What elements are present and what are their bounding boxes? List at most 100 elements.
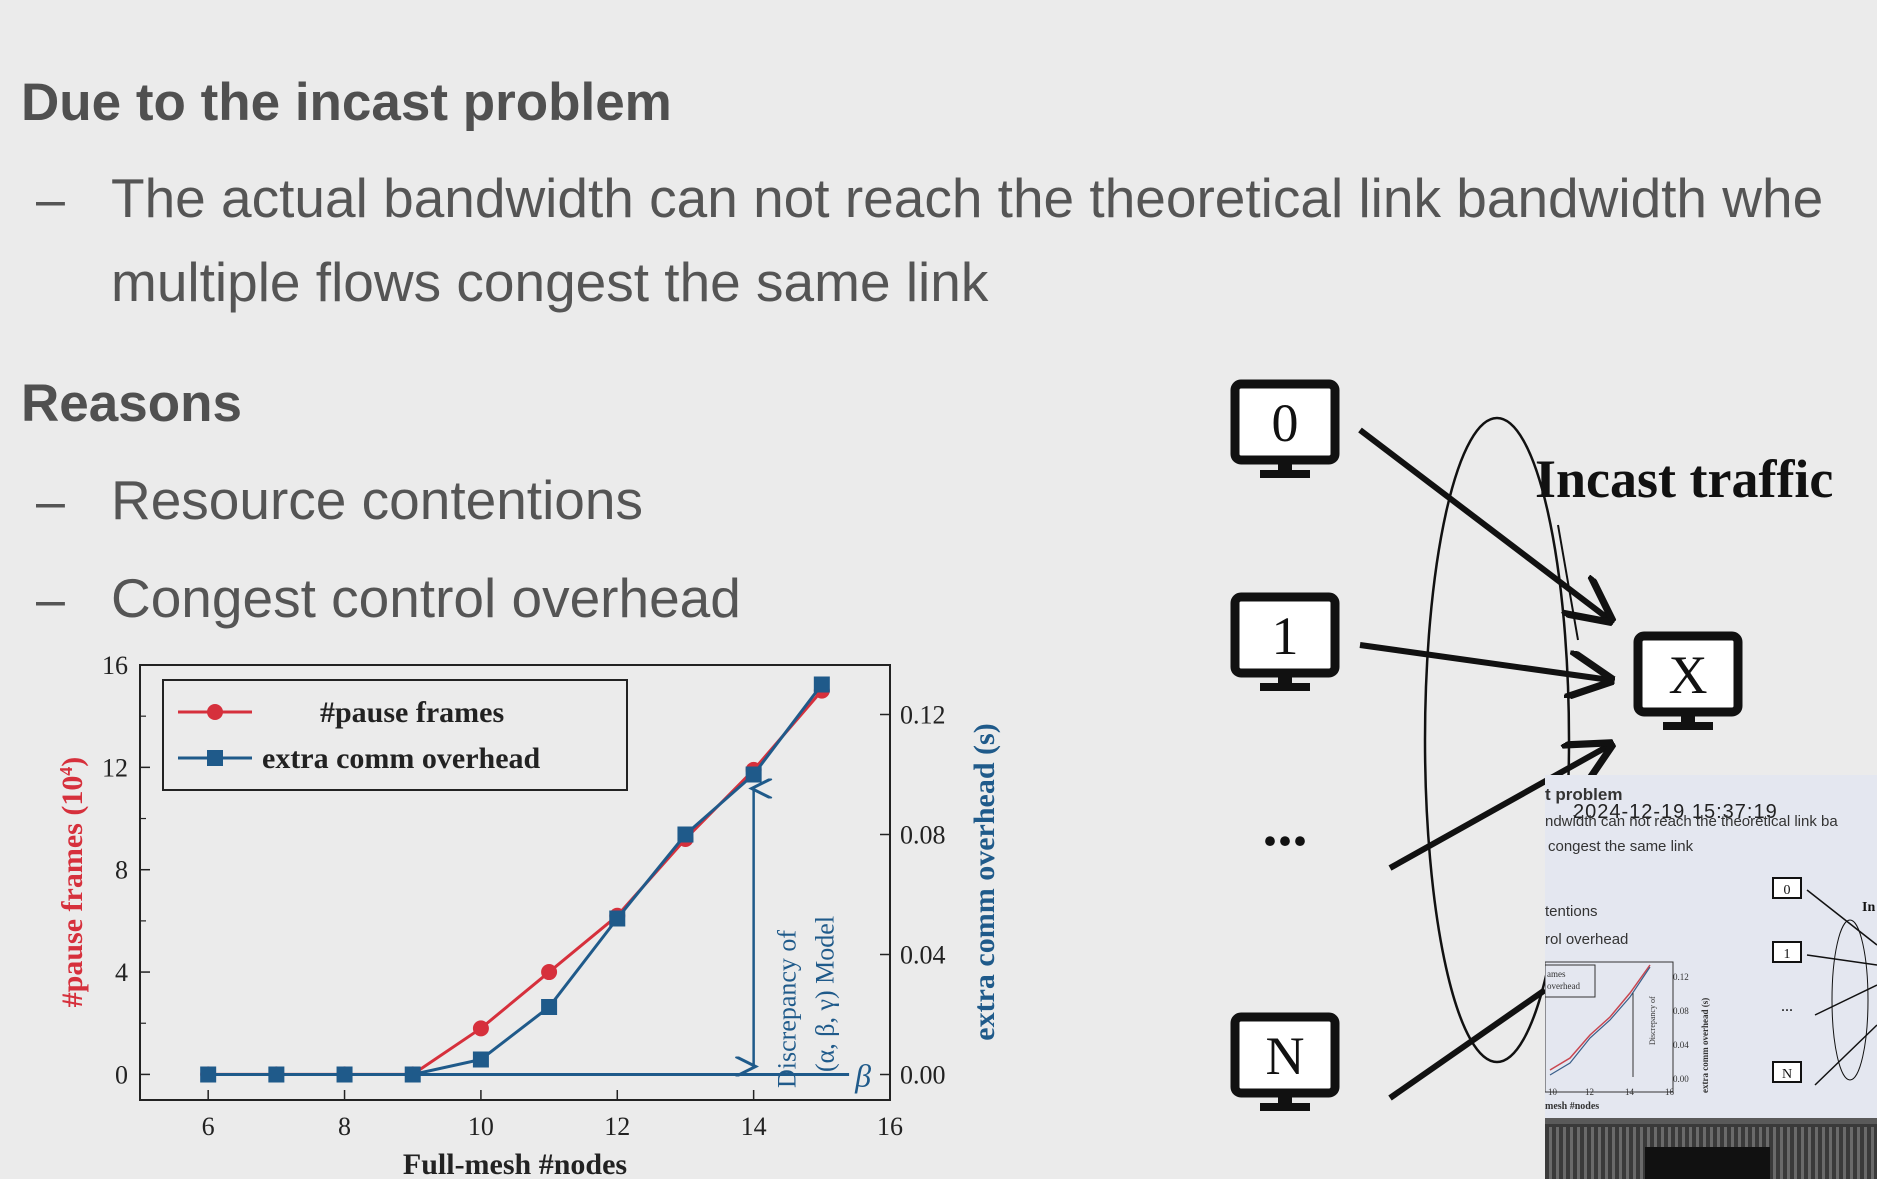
- stripe-decor: [1787, 1127, 1790, 1179]
- pause-frames-point: [541, 964, 558, 981]
- stripe-decor: [1549, 1127, 1552, 1179]
- stripe-decor: [1836, 1127, 1839, 1179]
- stripe-decor: [1794, 1127, 1797, 1179]
- bullet-resource-contentions: Resource contentions: [111, 469, 643, 531]
- monitor-n-icon: N: [1230, 1012, 1340, 1111]
- thumb-timestamp: 2024-12-19 15:37:19: [1573, 801, 1778, 823]
- stripe-decor: [1556, 1127, 1559, 1179]
- y-right-tick-label: 0.04: [900, 941, 946, 970]
- x-tick-label: 16: [877, 1112, 903, 1141]
- stripe-decor: [1815, 1127, 1818, 1179]
- beta-label: β: [854, 1058, 871, 1094]
- x-tick-label: 10: [468, 1112, 494, 1141]
- thumb-node-n: N: [1782, 1067, 1792, 1082]
- thumb-tick-x3: 16: [1665, 1087, 1675, 1097]
- thumb-legend1: ames: [1547, 969, 1566, 979]
- arrow-n: [1388, 987, 1547, 1101]
- stripe-decor: [1563, 1127, 1566, 1179]
- heading-reasons: Reasons: [21, 374, 242, 433]
- stripe-decor: [1850, 1127, 1853, 1179]
- thumb-ylabel: extra comm overhead (s): [1700, 998, 1710, 1093]
- stripe-decor: [1619, 1127, 1622, 1179]
- thumb-tick-x2: 14: [1625, 1087, 1635, 1097]
- thumb-tick-y0: 0.12: [1673, 972, 1689, 982]
- y-left-axis-label: #pause frames (104): [56, 757, 89, 1008]
- monitor-0-icon: 0: [1230, 379, 1340, 478]
- arrow-1: [1359, 642, 1610, 680]
- thumb-legend2: overhead: [1547, 981, 1580, 991]
- stripe-decor: [1612, 1127, 1615, 1179]
- stripe-decor: [1829, 1127, 1832, 1179]
- overhead-point: [336, 1066, 353, 1083]
- thumb-line4: rol overhead: [1545, 931, 1629, 948]
- thumb-tick-x1: 12: [1585, 1087, 1594, 1097]
- thumb-label: In: [1862, 900, 1875, 915]
- arrow-ellipsis: [1388, 745, 1610, 871]
- y-right-tick-label: 0.12: [900, 701, 946, 730]
- overhead-point: [541, 999, 558, 1015]
- target-label: X: [1669, 645, 1708, 705]
- stripe-decor: [1843, 1127, 1846, 1179]
- x-tick-label: 12: [604, 1112, 630, 1141]
- thumb-tick-y2: 0.04: [1673, 1040, 1689, 1050]
- bullet-dash: –: [36, 171, 65, 229]
- stripe-decor: [1640, 1127, 1643, 1179]
- monitor-1-icon: 1: [1230, 592, 1340, 691]
- bullet-congest-control: Congest control overhead: [111, 567, 741, 629]
- y-left-tick-label: 12: [102, 753, 128, 782]
- thumb-line1: ndwidth can not reach the theoretical li…: [1545, 813, 1838, 830]
- stripe-decor: [1773, 1127, 1776, 1179]
- y-left-tick-label: 8: [115, 856, 128, 885]
- stripe-decor: [1633, 1127, 1636, 1179]
- y-right-tick-label: 0.00: [900, 1061, 946, 1090]
- thumb-line3: tentions: [1545, 903, 1598, 920]
- thumb-node-0: 0: [1784, 883, 1791, 898]
- thumb-ellipsis: ...: [1781, 998, 1793, 1015]
- legend-marker-overhead: [207, 750, 223, 766]
- stripe-decor: [1801, 1127, 1804, 1179]
- stripe-decor: [1780, 1127, 1783, 1179]
- pause-frames-chart: 6 8 10 12 14 16 0 4 8 12 16 0.00 0.04 0.08 0.12 Discre…: [56, 651, 1001, 1179]
- bullet-dash: –: [36, 571, 65, 629]
- thumb-tick-x0: 10: [1548, 1087, 1558, 1097]
- bullet-bandwidth-line2: multiple flows congest the same link: [111, 251, 989, 313]
- thumb-tick-y1: 0.08: [1673, 1006, 1689, 1016]
- legend-label-pause: #pause frames: [320, 696, 504, 729]
- node-label-1: 1: [1272, 606, 1299, 666]
- stripe-decor: [1857, 1127, 1860, 1179]
- stripe-decor: [1605, 1127, 1608, 1179]
- legend-label-overhead: extra comm overhead: [262, 742, 541, 775]
- annotation-line2: (α, β, γ) Model: [811, 916, 840, 1072]
- chart-legend: #pause frames extra comm overhead: [162, 679, 628, 791]
- legend-marker-pause: [207, 704, 223, 720]
- label-pointer: [1557, 524, 1579, 641]
- overhead-point: [268, 1066, 285, 1083]
- diagram-ellipsis: ...: [1263, 792, 1308, 858]
- video-thumbnail: t problem 2024-12-19 15:37:19 ndwidth ca…: [1545, 775, 1877, 1179]
- overhead-point: [200, 1066, 217, 1083]
- stripe-decor: [1626, 1127, 1629, 1179]
- y-left-tick-label: 4: [115, 958, 128, 987]
- x-axis-label: Full-mesh #nodes: [403, 1148, 627, 1179]
- series-line-extra-overhead: [208, 683, 824, 1076]
- thumb-node-1: 1: [1784, 947, 1791, 962]
- plot-frame: [139, 664, 891, 1101]
- overhead-point: [813, 676, 830, 693]
- bullet-dash: –: [36, 473, 65, 531]
- stripe-decor: [1822, 1127, 1825, 1179]
- x-tick-label: 14: [741, 1112, 767, 1141]
- x-tick-label: 6: [202, 1112, 215, 1141]
- thumb-graphics: ames overhead Discrepancy of 0.12 0.08 0…: [1545, 877, 1877, 1179]
- thumb-line2: congest the same link: [1548, 838, 1694, 855]
- thumb-annot: Discrepancy of: [1648, 996, 1657, 1045]
- heading-incast: Due to the incast problem: [21, 73, 672, 132]
- x-tick-label: 8: [338, 1112, 351, 1141]
- y-right-tick-label: 0.08: [900, 821, 946, 850]
- y-left-tick-label: 0: [115, 1060, 128, 1089]
- thumb-tick-y3: 0.00: [1673, 1074, 1689, 1084]
- overhead-point: [745, 766, 762, 783]
- stripe-decor: [1598, 1127, 1601, 1179]
- overhead-point: [677, 826, 694, 843]
- stripe-decor: [1808, 1127, 1811, 1179]
- bullet-bandwidth-line1: The actual bandwidth can not reach the t…: [111, 167, 1824, 229]
